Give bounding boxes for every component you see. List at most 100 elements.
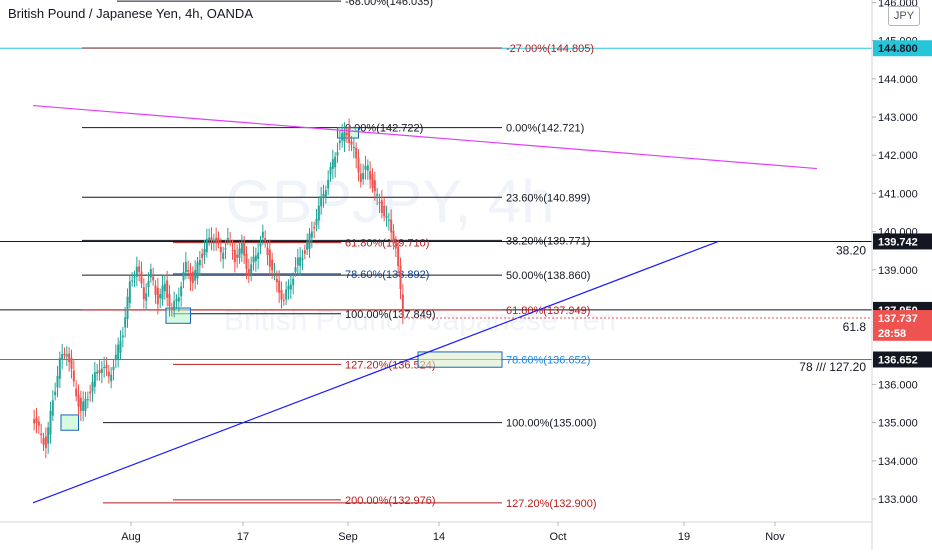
candle-body [189,272,192,281]
candle-body [324,190,327,197]
fib-level-label: 23.60%(140.899) [506,192,590,204]
y-tick-label: 142.000 [878,150,918,162]
candle-body [75,388,78,396]
candle-body [264,238,267,241]
candle-body [317,205,320,221]
candle-body [205,238,208,253]
candle-body [257,252,260,259]
candle-body [385,215,388,218]
side-label: 38.20 [836,244,866,258]
candle-body [352,146,355,149]
candle-body [63,353,66,356]
candle-body [343,131,346,142]
x-tick-label: 14 [433,531,445,543]
candle-body [329,166,332,175]
candle-body [219,246,222,253]
candle-body [86,399,89,401]
candle-body [280,289,283,300]
candle-body [271,259,274,271]
candle-body [191,271,194,283]
candle-body [84,398,87,411]
x-tick-label: Nov [765,531,785,543]
candle-body [131,280,134,282]
candle-body [168,294,171,307]
candle-body [401,294,404,318]
price-tag-label: 28:58 [878,328,906,340]
candle-body [240,242,243,254]
chart-title: British Pound / Japanese Yen, 4h, OANDA [8,6,253,21]
candle-body [345,132,348,135]
candle-body [61,354,64,360]
candle-body [212,239,215,242]
candle-body [79,397,82,411]
candle-body [397,246,400,267]
candle-body [273,273,276,275]
price-tag-bg [873,324,932,341]
candle-body [51,400,54,416]
candle-body [296,257,299,266]
candle-body [275,278,278,283]
candle-body [362,173,365,180]
fib-level-label: -27.00%(144.805) [506,43,594,55]
candle-body [175,298,178,302]
candle-body [355,147,358,159]
candle-body [180,286,183,297]
candle-body [303,250,306,255]
candle-body [100,368,103,373]
candle-body [310,231,313,238]
candle-body [54,391,57,396]
candle-body [247,269,250,277]
candle-body [44,436,47,449]
candle-body [282,299,285,301]
currency-badge[interactable]: JPY [888,6,920,26]
y-tick-label: 141.000 [878,188,918,200]
x-tick-label: Aug [121,531,141,543]
candle-body [65,354,68,357]
price-axis-bg [872,0,932,550]
fib-level-label: 0.00%(142.721) [506,123,584,135]
candle-body [285,289,288,300]
candle-body [145,293,148,301]
candle-body [124,317,127,328]
candle-body [327,179,330,189]
fib-level-label: 100.00%(135.000) [506,418,597,430]
candle-body [182,271,185,281]
candle-body [152,276,155,281]
candle-body [58,357,61,379]
candle-body [287,285,290,290]
candle-body [387,219,390,221]
y-tick-label: 136.000 [878,379,918,391]
candle-body [222,252,225,260]
candle-body [161,285,164,300]
candle-body [119,340,122,353]
zone-box [60,414,79,431]
candle-body [33,419,36,424]
candle-body [184,261,187,273]
candle-body [338,140,341,143]
candle-body [278,280,281,293]
candle-body [107,372,110,377]
candle-body [91,381,94,392]
candle-body [126,296,129,320]
candle-body [236,254,239,258]
candle-body [156,287,159,305]
candle-body [350,141,353,145]
price-tag-label: 139.742 [878,236,918,248]
candle-body [243,242,246,256]
candle-body [306,242,309,250]
candle-body [105,364,108,369]
candle-body [149,269,152,278]
candle-body [112,366,115,371]
candle-body [159,294,162,299]
candle-body [37,421,40,426]
fib-level-label: -68.00%(146.035) [345,0,433,8]
candle-body [336,152,339,156]
candle-body [292,278,295,286]
candle-body [226,238,229,240]
fib-level-label: 38.20%(139.771) [506,235,590,247]
y-tick-label: 143.000 [878,112,918,124]
candle-body [348,128,351,143]
candle-body [301,258,304,261]
candle-body [170,307,173,310]
